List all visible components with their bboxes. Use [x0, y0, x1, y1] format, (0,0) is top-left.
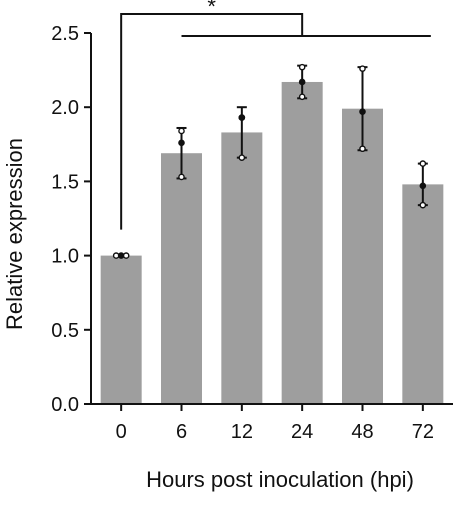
- significance-bracket: *: [120, 0, 431, 230]
- replicate-point: [419, 201, 427, 209]
- significance-label: *: [207, 0, 216, 19]
- replicate-point: [359, 108, 366, 115]
- bar-6: [161, 153, 202, 404]
- x-tick-label: 0: [116, 421, 127, 443]
- replicate-point: [298, 63, 306, 71]
- y-tick-label: 1.0: [51, 246, 79, 268]
- y-tick-label: 0.0: [51, 394, 79, 416]
- replicate-point: [298, 93, 306, 101]
- bars-layer: [100, 81, 444, 405]
- replicate-point: [178, 139, 185, 147]
- y-tick-label: 0.5: [51, 320, 79, 342]
- bar-24: [281, 81, 323, 405]
- replicate-point: [122, 252, 130, 259]
- replicate-point: [178, 173, 185, 181]
- replicate-point: [359, 65, 366, 72]
- significance-bracket-line: [120, 13, 304, 230]
- x-tick-label: 72: [412, 421, 434, 443]
- x-tick-label: 24: [291, 421, 313, 443]
- bar-72: [402, 184, 444, 404]
- x-ticks-layer: 0 6 12 24 48 72: [116, 404, 434, 443]
- y-ticks-layer: 0.0 0.5 1.0 1.5 2.0 2.5: [51, 23, 91, 416]
- bar-48: [342, 108, 383, 405]
- replicate-point: [419, 160, 427, 167]
- replicate-point: [178, 127, 185, 135]
- replicate-point: [298, 78, 306, 86]
- replicate-point: [359, 145, 366, 153]
- replicate-point: [238, 114, 246, 121]
- y-tick-label: 2.0: [51, 97, 79, 119]
- axes-layer: [90, 33, 453, 405]
- x-tick-label: 12: [231, 421, 253, 443]
- replicate-point: [419, 182, 427, 190]
- x-tick-label: 48: [351, 421, 373, 443]
- x-tick-label: 6: [176, 421, 187, 443]
- replicate-points-layer: [112, 63, 427, 259]
- bar-0: [100, 255, 142, 404]
- replicate-point: [238, 154, 246, 161]
- bar-12: [221, 132, 263, 405]
- x-axis-title: Hours post inoculation (hpi): [146, 467, 414, 492]
- y-tick-label: 2.5: [51, 23, 79, 45]
- y-tick-label: 1.5: [51, 171, 79, 193]
- y-axis-title: Relative expression: [2, 138, 27, 330]
